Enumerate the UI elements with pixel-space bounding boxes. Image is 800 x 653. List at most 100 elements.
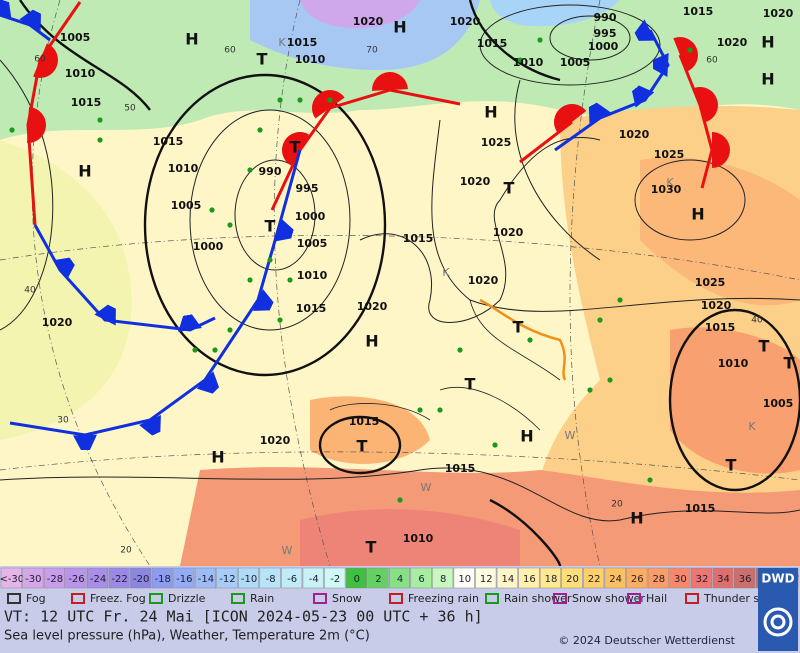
scale-label: -28 (47, 574, 63, 585)
isobar-label: 1020 (468, 274, 499, 287)
rain-symbol (417, 407, 423, 413)
graticule-label: 20 (120, 546, 132, 556)
map-labels: 1005 1020 1020 1010 1015 1015 1010 1015 990 995 10… (24, 5, 794, 557)
scale-cell (324, 567, 346, 589)
scale-label: -18 (155, 574, 171, 585)
isobar (318, 415, 402, 475)
scale-label: 32 (696, 574, 709, 585)
scale-cell (216, 567, 238, 589)
graticule-label: 50 (124, 104, 136, 114)
isobar-label: 1025 (481, 136, 512, 149)
isobar-label: 1015 (685, 502, 716, 515)
isobar-label: 1020 (450, 15, 481, 28)
rain-symbol (97, 117, 103, 123)
rain-symbol (457, 347, 463, 353)
rain-symbol (287, 277, 293, 283)
isobar-label: 1030 (651, 183, 682, 196)
scale-label: 20 (566, 574, 579, 585)
weather-label: Drizzle (168, 592, 206, 605)
rain-symbol (227, 327, 233, 333)
scale-cell (712, 567, 734, 589)
pressure-system: H (520, 427, 533, 446)
logo-mark (770, 614, 786, 630)
scale-cell (151, 567, 173, 589)
isobar-label: 1010 (513, 56, 544, 69)
isobar-label: 995 (594, 27, 617, 40)
description: Sea level pressure (hPa), Weather, Tempe… (4, 629, 370, 644)
scale-cell (259, 567, 281, 589)
isobar-label: 1015 (287, 36, 318, 49)
coastline (359, 137, 601, 323)
hot-zone-turkey (670, 327, 800, 474)
scale-label: 10 (458, 574, 471, 585)
scale-cell (173, 567, 195, 589)
pressure-system: T (265, 217, 276, 236)
scale-cell (65, 567, 87, 589)
scale-cell (345, 567, 367, 589)
scale-label: 4 (397, 574, 403, 585)
scale-label: 8 (440, 574, 446, 585)
scale-label: -2 (330, 574, 340, 585)
pressure-system: T (726, 456, 737, 475)
graticule-label: 60 (224, 46, 236, 56)
scale-label: 36 (739, 574, 752, 585)
isobar-label: 1010 (403, 532, 434, 545)
graticule-label: 40 (751, 316, 763, 326)
faint-letter: W (282, 544, 293, 557)
scale-cell (432, 567, 454, 589)
rain-symbol (327, 97, 333, 103)
pressure-system: T (504, 179, 515, 198)
isobar-label: 990 (594, 11, 617, 24)
isobar-label: 1020 (701, 299, 732, 312)
weather-icon (627, 593, 641, 604)
scale-label: 28 (652, 574, 665, 585)
scale-cell (669, 567, 691, 589)
isobar (0, 59, 800, 522)
weather-symbols (9, 37, 693, 503)
scale-cell (561, 567, 583, 589)
graticule-label: 60 (34, 55, 46, 65)
faint-letter: W (421, 481, 432, 494)
graticule-label: 40 (24, 286, 36, 296)
isobar-label: 1005 (560, 56, 591, 69)
scale-label: 30 (674, 574, 687, 585)
pressure-system: H (761, 33, 774, 52)
faint-letter: K (748, 420, 756, 433)
weather-label: Snow (332, 592, 362, 605)
scale-label: -22 (111, 574, 127, 585)
graticule-label: 20 (611, 500, 623, 510)
rain-symbol (597, 317, 603, 323)
rain-symbol (192, 347, 198, 353)
isobar-label: 1015 (349, 415, 380, 428)
graticule-label: 30 (57, 416, 69, 426)
scale-cell (194, 567, 216, 589)
isobar-label: 1020 (353, 15, 384, 28)
rain-symbol (257, 127, 263, 133)
weather-icon (313, 593, 327, 604)
isobar-label: 1015 (705, 321, 736, 334)
rain-symbol (297, 97, 303, 103)
isobar-label: 1025 (654, 148, 685, 161)
weather-icon (685, 593, 699, 604)
scale-cell (302, 567, 324, 589)
faint-letter: K (666, 176, 674, 189)
logo-mark (763, 607, 793, 637)
scale-label: -16 (176, 574, 192, 585)
isobar-label: 1010 (297, 269, 328, 282)
pressure-system: T (290, 138, 301, 157)
pressure-system: T (465, 375, 476, 394)
scale-label: -12 (219, 574, 235, 585)
copyright: © 2024 Deutscher Wetterdienst (558, 634, 735, 647)
scale-cell (43, 567, 65, 589)
scale-label: 14 (501, 574, 514, 585)
scale-cell (130, 567, 152, 589)
isobar-label: 1010 (718, 357, 749, 370)
isobar-label: 1010 (65, 67, 96, 80)
pressure-system: H (211, 448, 224, 467)
scale-label: 12 (480, 574, 493, 585)
scale-cell (281, 567, 303, 589)
rain-symbol (277, 97, 283, 103)
isobar-label: 1020 (42, 316, 73, 329)
scale-cell (626, 567, 648, 589)
isobar-label: 1000 (295, 210, 326, 223)
